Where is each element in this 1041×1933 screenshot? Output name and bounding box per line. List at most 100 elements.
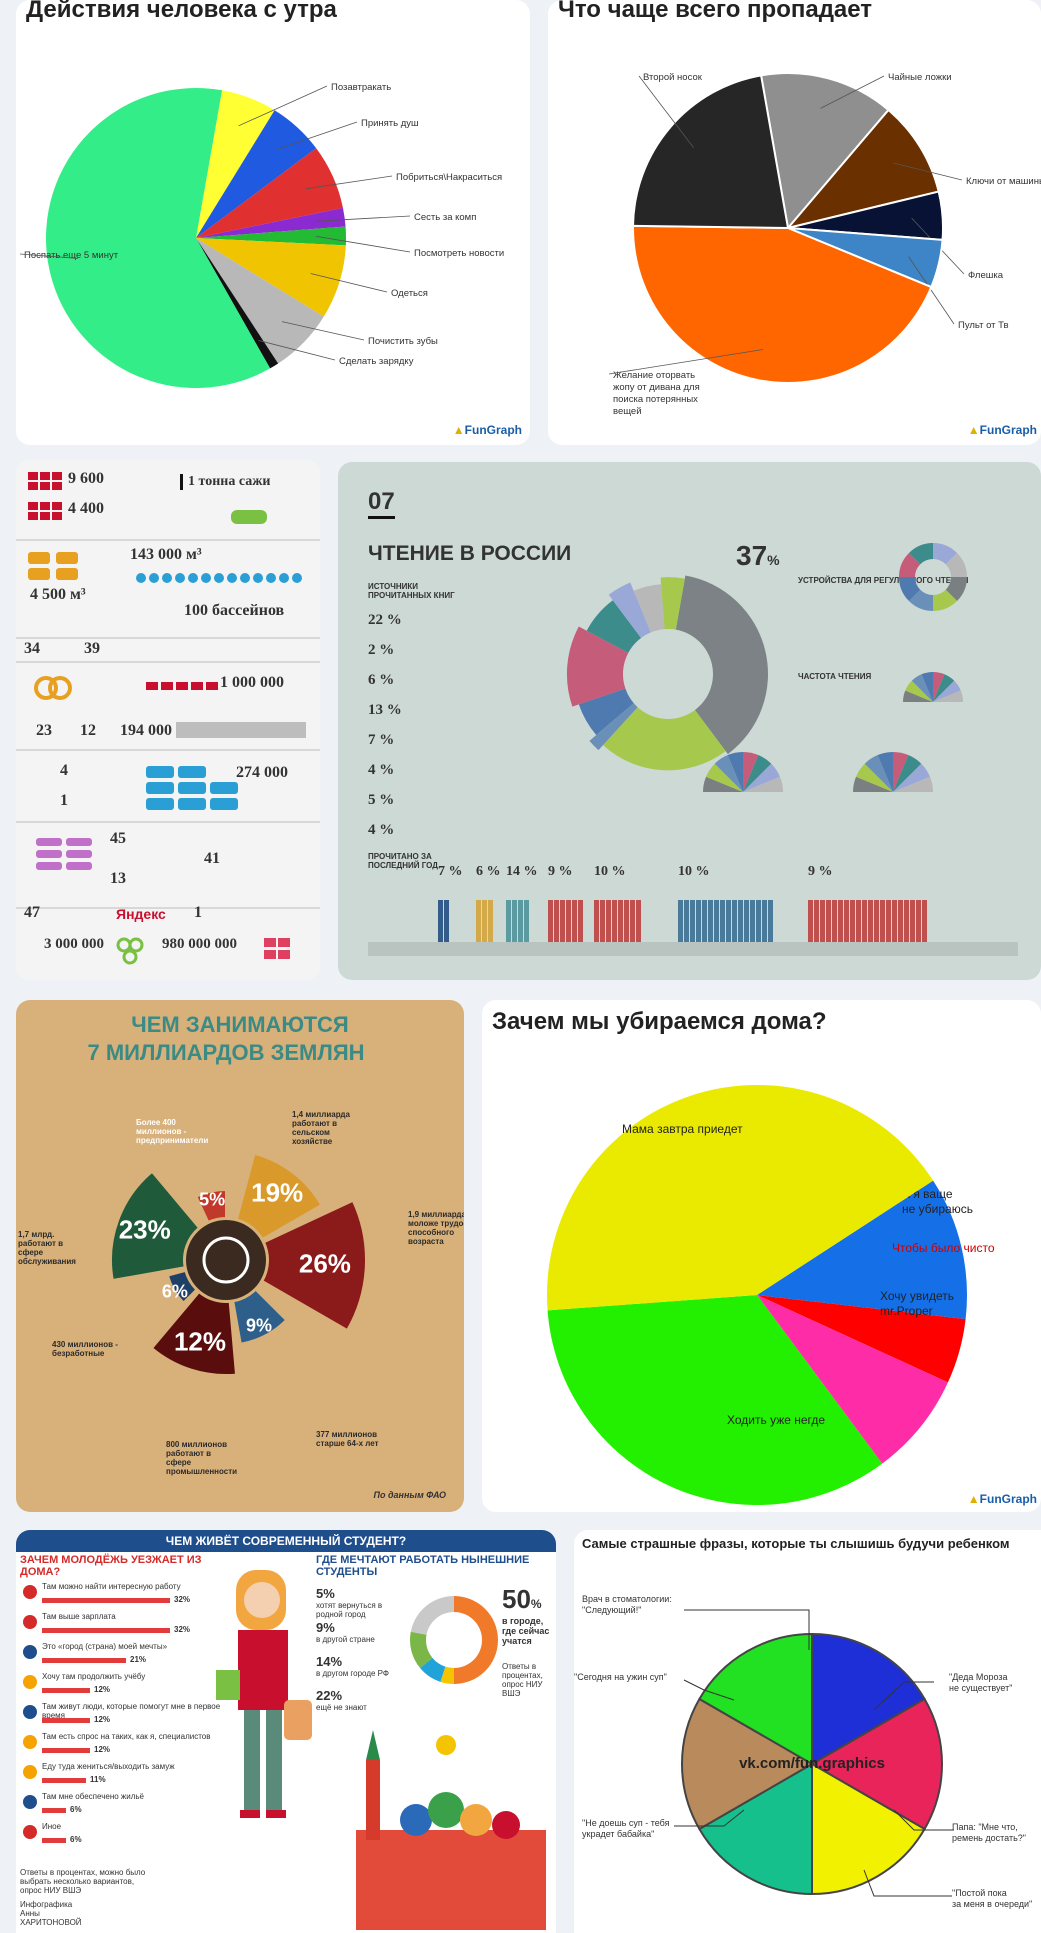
right-note: Ответы в процентах, опрос НИУ ВШЭ — [502, 1662, 543, 1698]
book — [886, 900, 891, 942]
book — [606, 900, 611, 942]
book — [708, 900, 713, 942]
pie-slice — [811, 1762, 926, 1896]
eco-value: 1 — [194, 904, 202, 921]
leader-line — [310, 273, 388, 293]
chart-title: Зачем мы убираемся дома? — [492, 1008, 827, 1035]
student-header-bar — [16, 1530, 556, 1552]
bar — [42, 1778, 86, 1783]
book — [922, 900, 927, 942]
bar-value: 32% — [174, 1625, 191, 1634]
leader-line — [674, 1809, 745, 1827]
mini-chart-segment — [893, 776, 933, 792]
leader-line — [684, 1609, 810, 1650]
segment-note: Более 400 миллионов - предприниматели — [136, 1118, 209, 1145]
kremlin-illustration — [428, 1792, 464, 1828]
book — [524, 900, 529, 942]
donut-segment — [660, 577, 685, 630]
eco-value: 34 — [24, 640, 40, 657]
donut-segment — [578, 688, 634, 736]
bar — [42, 1688, 90, 1693]
slice-label: Хочу увидеть mr.Proper — [880, 1289, 954, 1318]
mini-chart-segment — [933, 690, 963, 702]
dream-item: 14% в другом городе РФ — [316, 1654, 389, 1678]
mini-chart-segment — [933, 543, 958, 565]
pie-slice — [698, 1762, 813, 1896]
slice-label: Сделать зарядку — [339, 356, 414, 367]
dream-item: 22% ещё не знают — [316, 1688, 367, 1712]
book — [862, 900, 867, 942]
eco-value: 41 — [204, 850, 220, 867]
pie-slice — [196, 110, 317, 238]
eco-value: 980 000 000 — [162, 936, 237, 952]
lost-chart-panel: Что чаще всего пропадает Чайные ложки Клю… — [548, 0, 1041, 445]
book — [482, 900, 487, 942]
lost-pie-chart: Чайные ложки Ключи от машины Флешка Пульт о… — [608, 72, 1041, 417]
chart-title: Что чаще всего пропадает — [558, 0, 873, 23]
bar-value: 12% — [94, 1685, 111, 1694]
pie-slice — [196, 238, 324, 364]
dream-item: 9% в другой стране — [316, 1620, 375, 1644]
rose-segment — [150, 1290, 238, 1376]
book — [732, 900, 737, 942]
chart-title: Самые страшные фразы, которые ты слышишь… — [582, 1536, 1010, 1551]
dream-donut-segment — [410, 1631, 433, 1669]
big-percent: 37% — [736, 540, 780, 571]
reason-icon — [23, 1765, 37, 1779]
reason-icon — [23, 1645, 37, 1659]
leader-line — [893, 162, 963, 181]
pie-slice — [196, 226, 346, 246]
book — [594, 900, 599, 942]
yandex-logo: Яндекс — [116, 906, 166, 922]
left-note: Ответы в процентах, можно было выбрать н… — [20, 1868, 146, 1895]
segment-note: 1,7 млрд. работают в сфере обслуживания — [18, 1230, 76, 1266]
eco-value: 194 000 — [120, 722, 172, 739]
book — [600, 900, 605, 942]
mini-chart-segment — [908, 589, 933, 611]
reason-icon — [23, 1705, 37, 1719]
reason-icon — [23, 1735, 37, 1749]
morning-pie-chart: Позавтракать Принять душ Побриться\Накраси… — [19, 82, 504, 388]
leader-line — [281, 321, 365, 341]
mini-chart-segment — [911, 674, 933, 702]
reason-label: Там есть спрос на таких, как я, специали… — [42, 1732, 211, 1741]
fungraph-logo: ▲FunGraph — [967, 423, 1037, 437]
year-percent: 6 % — [476, 864, 501, 879]
bar — [42, 1808, 66, 1813]
bar — [42, 1658, 126, 1663]
mini-chart-segment — [743, 763, 780, 792]
book — [636, 900, 641, 942]
bar-value: 32% — [174, 1595, 191, 1604]
book — [512, 900, 517, 942]
mini-chart-segment — [714, 755, 743, 792]
shelf — [368, 942, 1018, 956]
year-percent: 10 % — [594, 864, 626, 879]
book — [892, 900, 897, 942]
eco-value: 274 000 — [236, 764, 288, 781]
kremlin-illustration — [492, 1811, 520, 1839]
rose-segment — [195, 1188, 227, 1224]
bar — [42, 1748, 90, 1753]
reason-icon — [23, 1615, 37, 1629]
book — [714, 900, 719, 942]
book — [808, 900, 813, 942]
student-figure — [240, 1810, 260, 1818]
reason-label: Это «город (страна) моей мечты» — [42, 1642, 168, 1651]
book — [910, 900, 915, 942]
pie-slice — [757, 1295, 948, 1464]
big-text: в городе, где сейчас учатся — [502, 1616, 550, 1646]
book — [762, 900, 767, 942]
big-percent: 50% — [502, 1584, 542, 1614]
reason-icon — [23, 1825, 37, 1839]
right-head: ГДЕ МЕЧТАЮТ РАБОТАТЬ НЫНЕШНИЕ СТУДЕНТЫ — [316, 1554, 530, 1578]
book — [720, 900, 725, 942]
bar — [42, 1598, 170, 1603]
slice-label: Побриться\Накраситься — [396, 172, 502, 183]
year-percent: 9 % — [808, 864, 833, 879]
eco-value: 4 — [60, 762, 68, 779]
leader-line — [863, 1869, 952, 1897]
eco-value: 1 000 000 — [220, 674, 284, 691]
book — [868, 900, 873, 942]
reason-label: Хочу там продолжить учёбу — [42, 1672, 146, 1681]
mini-chart-segment — [743, 776, 783, 792]
